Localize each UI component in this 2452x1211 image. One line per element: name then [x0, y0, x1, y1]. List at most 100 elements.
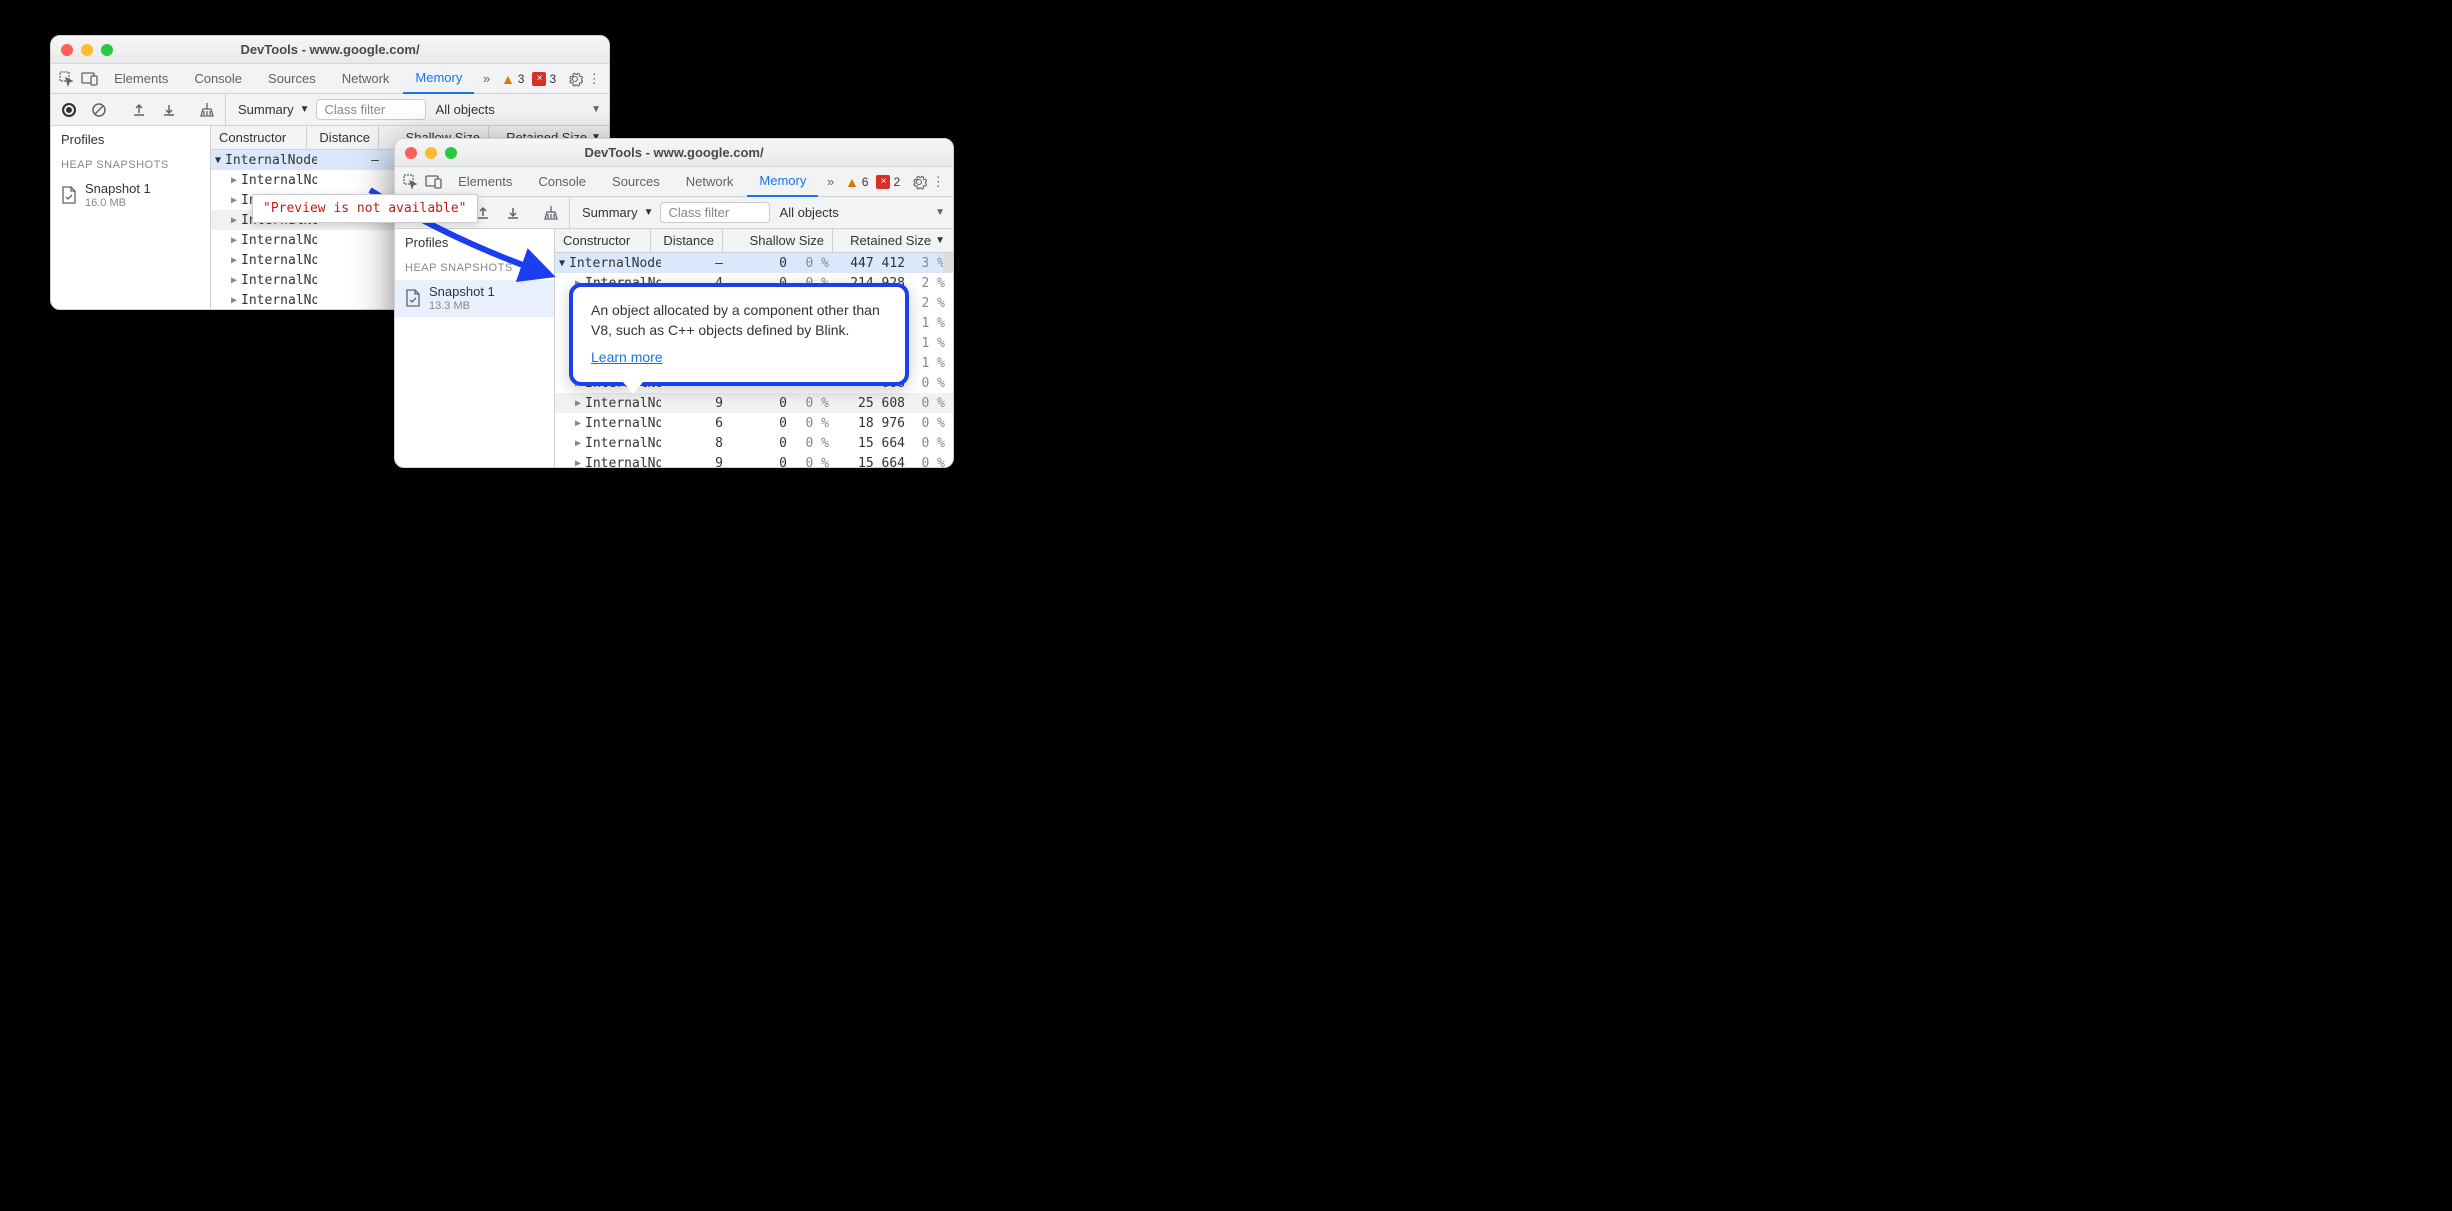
row-name: InternalNode: [239, 253, 317, 268]
snapshot-item[interactable]: Snapshot 113.3 MB: [395, 280, 554, 317]
expand-icon[interactable]: ▶: [231, 215, 237, 226]
kebab-menu-icon[interactable]: ⋮: [586, 71, 603, 87]
learn-more-link[interactable]: Learn more: [591, 349, 663, 365]
info-popover: An object allocated by a component other…: [569, 283, 909, 386]
errors-count: 2: [893, 175, 900, 189]
expand-icon[interactable]: ▼: [215, 155, 221, 166]
devtools-window-2: DevTools - www.google.com/ Elements Cons…: [394, 138, 954, 468]
table-row-parent[interactable]: ▼InternalNode ×5010 – 0 0 % 447 412 3 %: [555, 253, 953, 273]
upload-icon[interactable]: [125, 96, 153, 124]
warnings-count: 6: [862, 175, 869, 189]
row-distance: –: [661, 256, 731, 271]
window-title: DevTools - www.google.com/: [405, 145, 943, 160]
expand-icon[interactable]: ▶: [231, 295, 237, 306]
chevron-down-icon[interactable]: ▼: [591, 104, 601, 115]
more-tabs-icon[interactable]: »: [476, 66, 497, 92]
device-toolbar-icon[interactable]: [80, 66, 101, 92]
minimize-icon[interactable]: [425, 147, 437, 159]
expand-icon[interactable]: ▶: [575, 398, 581, 409]
row-shallow-pct: 0 %: [791, 436, 837, 451]
kebab-menu-icon[interactable]: ⋮: [930, 174, 947, 190]
table-row[interactable]: ▶InternalNode @20490 8 0 0 % 15 664 0 %: [555, 433, 953, 453]
tab-memory[interactable]: Memory: [403, 64, 474, 94]
row-distance: 6: [661, 416, 731, 431]
scope-dropdown[interactable]: All objects: [436, 102, 592, 117]
tab-elements[interactable]: Elements: [446, 167, 524, 197]
tab-sources[interactable]: Sources: [256, 64, 328, 94]
errors-badge[interactable]: ×2: [876, 175, 900, 189]
col-distance[interactable]: Distance: [651, 229, 723, 252]
snapshot-item[interactable]: Snapshot 116.0 MB: [51, 177, 210, 214]
tabs-bar: Elements Console Sources Network Memory …: [51, 64, 609, 94]
tab-console[interactable]: Console: [526, 167, 598, 197]
profiles-sidebar: Profiles HEAP SNAPSHOTS Snapshot 113.3 M…: [395, 229, 555, 467]
col-distance[interactable]: Distance: [307, 126, 379, 149]
expand-icon[interactable]: ▶: [575, 418, 581, 429]
tab-memory[interactable]: Memory: [747, 167, 818, 197]
expand-icon[interactable]: ▶: [231, 275, 237, 286]
expand-icon[interactable]: ▶: [575, 458, 581, 468]
row-retained-pct: 1 %: [909, 336, 953, 351]
errors-count: 3: [549, 72, 556, 86]
view-dropdown[interactable]: Summary▼: [576, 205, 660, 220]
titlebar: DevTools - www.google.com/: [51, 36, 609, 64]
table-row[interactable]: ▶InternalNode @20030 9 0 0 % 25 608 0 %: [555, 393, 953, 413]
record-icon[interactable]: [55, 96, 83, 124]
col-constructor[interactable]: Constructor: [211, 126, 307, 149]
download-icon[interactable]: [155, 96, 183, 124]
expand-icon[interactable]: ▶: [231, 175, 237, 186]
warnings-badge[interactable]: ▲6: [845, 174, 869, 190]
retainers-panel[interactable]: Retainers: [395, 467, 953, 468]
expand-icon[interactable]: ▶: [231, 255, 237, 266]
row-shallow-pct: 0 %: [791, 256, 837, 271]
snapshots-section-label: HEAP SNAPSHOTS: [395, 256, 554, 280]
errors-badge[interactable]: ×3: [532, 72, 556, 86]
tab-network[interactable]: Network: [674, 167, 746, 197]
expand-icon[interactable]: ▶: [575, 438, 581, 449]
scope-dropdown[interactable]: All objects: [780, 205, 936, 220]
inspect-icon[interactable]: [401, 169, 422, 195]
close-icon[interactable]: [61, 44, 73, 56]
garbage-collect-icon[interactable]: [193, 96, 221, 124]
tab-sources[interactable]: Sources: [600, 167, 672, 197]
tabs-bar: Elements Console Sources Network Memory …: [395, 167, 953, 197]
profiles-heading: Profiles: [51, 126, 210, 153]
col-constructor[interactable]: Constructor: [555, 229, 651, 252]
tab-network[interactable]: Network: [330, 64, 402, 94]
table-row[interactable]: ▶InternalNode @844 6 0 0 % 18 976 0 %: [555, 413, 953, 433]
more-tabs-icon[interactable]: »: [820, 169, 841, 195]
expand-icon[interactable]: ▶: [231, 195, 237, 206]
maximize-icon[interactable]: [101, 44, 113, 56]
warnings-badge[interactable]: ▲3: [501, 71, 525, 87]
row-distance: 9: [661, 456, 731, 468]
col-retained[interactable]: Retained Size▼: [833, 229, 953, 252]
minimize-icon[interactable]: [81, 44, 93, 56]
settings-icon[interactable]: [910, 174, 927, 190]
tab-console[interactable]: Console: [182, 64, 254, 94]
close-icon[interactable]: [405, 147, 417, 159]
garbage-collect-icon[interactable]: [537, 199, 565, 227]
maximize-icon[interactable]: [445, 147, 457, 159]
clear-icon[interactable]: [85, 96, 113, 124]
snapshot-size: 16.0 MB: [85, 197, 151, 210]
download-icon[interactable]: [499, 199, 527, 227]
inspect-icon[interactable]: [57, 66, 78, 92]
col-shallow[interactable]: Shallow Size: [723, 229, 833, 252]
expand-icon[interactable]: ▼: [559, 258, 565, 269]
class-filter-input[interactable]: Class filter: [660, 202, 770, 223]
view-label: Summary: [238, 102, 294, 117]
scrollbar[interactable]: [943, 253, 953, 273]
view-dropdown[interactable]: Summary▼: [232, 102, 316, 117]
device-toolbar-icon[interactable]: [424, 169, 445, 195]
tab-elements[interactable]: Elements: [102, 64, 180, 94]
popover-text: An object allocated by a component other…: [591, 301, 887, 340]
chevron-down-icon[interactable]: ▼: [935, 207, 945, 218]
row-shallow: 0: [731, 416, 791, 431]
expand-icon[interactable]: ▶: [231, 235, 237, 246]
row-name: InternalNode: [239, 293, 317, 308]
settings-icon[interactable]: [566, 71, 583, 87]
class-filter-input[interactable]: Class filter: [316, 99, 426, 120]
row-name: InternalNode: [583, 456, 661, 468]
warnings-count: 3: [518, 72, 525, 86]
table-row[interactable]: ▶InternalNode @25270 9 0 0 % 15 664 0 %: [555, 453, 953, 467]
